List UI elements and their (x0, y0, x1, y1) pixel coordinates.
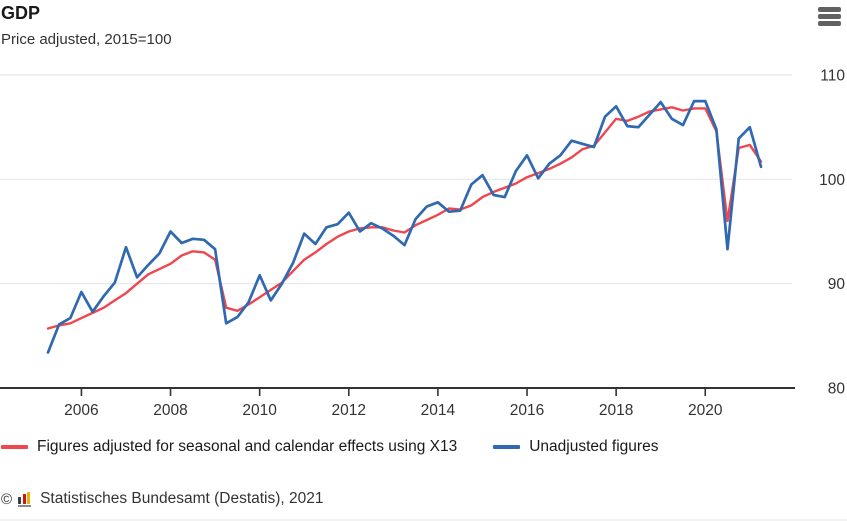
adjusted-series-swatch (1, 445, 28, 449)
unadjusted-series-swatch (493, 445, 521, 449)
destatis-logo-icon (18, 492, 33, 507)
y-tick-label: 100 (819, 172, 845, 189)
legend-item-unadjusted[interactable]: Unadjusted figures (493, 438, 658, 456)
chart-legend: Figures adjusted for seasonal and calend… (1, 438, 658, 456)
x-tick-label: 2008 (153, 402, 187, 419)
y-tick-label: 90 (828, 276, 846, 293)
y-tick-label: 80 (828, 381, 846, 398)
source-text: Statistisches Bundesamt (Destatis), 2021 (40, 490, 324, 507)
hamburger-menu-icon[interactable] (818, 7, 842, 29)
copyright-symbol: © (1, 490, 13, 508)
x-tick-label: 2018 (599, 402, 633, 419)
adjusted-series-line[interactable] (46, 106, 763, 330)
source-attribution: © Statistisches Bundesamt (Destatis), 20… (1, 490, 324, 508)
chart-subtitle: Price adjusted, 2015=100 (1, 31, 172, 48)
x-tick-label: 2016 (510, 402, 544, 419)
chart-header: GDP Price adjusted, 2015=100 (1, 2, 797, 49)
unadjusted-series-line[interactable] (46, 99, 763, 354)
x-tick-label: 2012 (332, 402, 366, 419)
legend-label-adjusted: Figures adjusted for seasonal and calend… (37, 438, 458, 455)
x-tick-label: 2006 (64, 402, 98, 419)
legend-item-adjusted[interactable]: Figures adjusted for seasonal and calend… (1, 438, 457, 456)
line-chart[interactable]: 80 90 100 110 2006 2008 2010 2012 2014 2016 2018 20… (0, 58, 847, 420)
page-title: GDP (1, 3, 41, 23)
x-tick-label: 2020 (688, 402, 723, 419)
chart-canvas[interactable]: 80 90 100 110 2006 2008 2010 2012 2014 2016 2018 20… (0, 58, 847, 420)
y-tick-label: 110 (820, 68, 845, 85)
x-tick-label: 2014 (421, 402, 456, 419)
legend-label-unadjusted: Unadjusted figures (529, 438, 659, 455)
x-tick-label: 2010 (242, 402, 277, 419)
